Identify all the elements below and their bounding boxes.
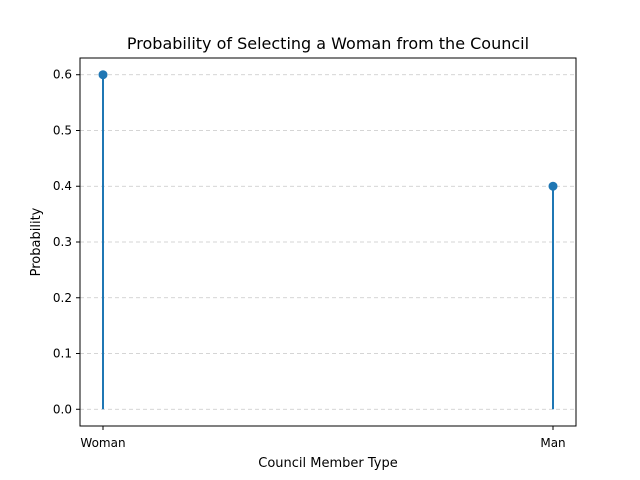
grid-lines — [80, 74, 576, 410]
y-tick-label: 0.0 — [53, 402, 72, 416]
y-tick-label: 0.1 — [53, 347, 72, 361]
chart-title: Probability of Selecting a Woman from th… — [127, 34, 529, 53]
x-tick-label: Woman — [80, 436, 125, 450]
y-tick-label: 0.5 — [53, 123, 72, 137]
y-axis-label: Probability — [29, 207, 44, 276]
x-axis-label: Council Member Type — [258, 456, 397, 471]
y-tick-label: 0.4 — [53, 179, 72, 193]
y-tick-label: 0.2 — [53, 291, 72, 305]
x-axis-ticks: Woman Man — [80, 426, 566, 450]
y-tick-label: 0.3 — [53, 235, 72, 249]
data-stems — [98, 70, 558, 410]
y-tick-label: 0.6 — [53, 68, 72, 82]
x-tick-label: Man — [540, 436, 565, 450]
stem-marker — [98, 70, 108, 80]
stem-marker — [548, 181, 558, 191]
y-axis-ticks: 0.0 0.1 0.2 0.3 0.4 0.5 0.6 — [53, 68, 80, 416]
